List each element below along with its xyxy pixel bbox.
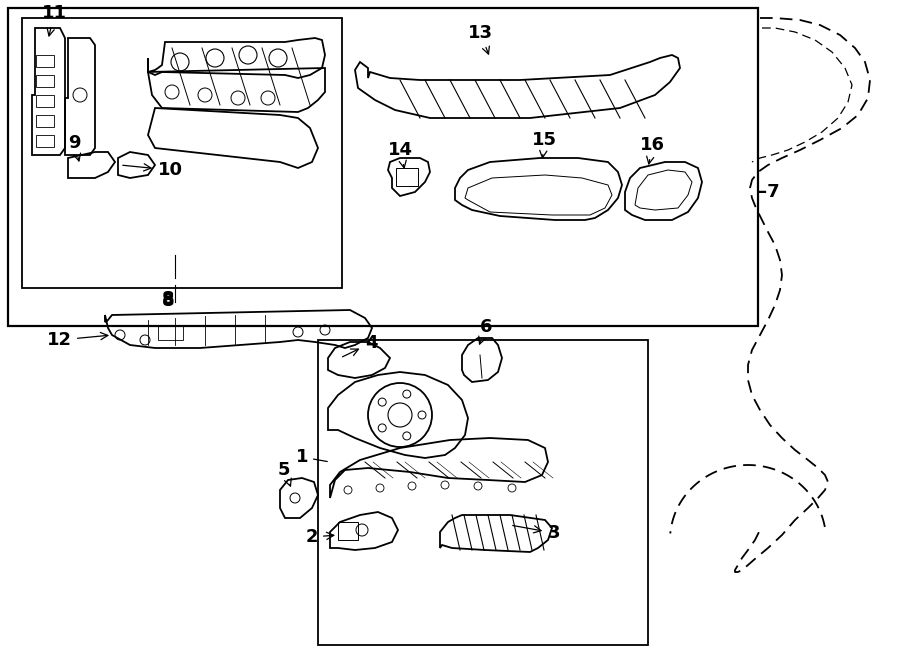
Bar — [36, 135, 54, 147]
Text: 9: 9 — [68, 134, 81, 161]
Text: 5: 5 — [278, 461, 292, 486]
Bar — [318, 340, 648, 645]
Text: 10: 10 — [122, 161, 183, 179]
Bar — [396, 168, 418, 186]
Bar — [36, 55, 54, 67]
Text: 15: 15 — [532, 131, 557, 158]
Bar — [36, 75, 54, 87]
Bar — [158, 325, 183, 340]
Bar — [338, 522, 358, 540]
Text: 12: 12 — [47, 331, 108, 349]
Bar — [36, 95, 54, 107]
Text: 8: 8 — [162, 290, 175, 308]
Text: 13: 13 — [468, 24, 493, 54]
Bar — [8, 8, 758, 326]
Text: 2: 2 — [305, 528, 334, 546]
Text: 8: 8 — [162, 292, 175, 310]
Text: 3: 3 — [513, 524, 561, 542]
Bar — [36, 115, 54, 127]
Text: 16: 16 — [640, 136, 665, 164]
Text: 6: 6 — [479, 318, 492, 344]
Text: –7: –7 — [758, 183, 779, 201]
Text: 4: 4 — [343, 334, 377, 357]
Text: 14: 14 — [388, 141, 413, 168]
Bar — [22, 18, 342, 288]
Text: 11: 11 — [42, 4, 67, 36]
Text: 1: 1 — [295, 448, 328, 466]
